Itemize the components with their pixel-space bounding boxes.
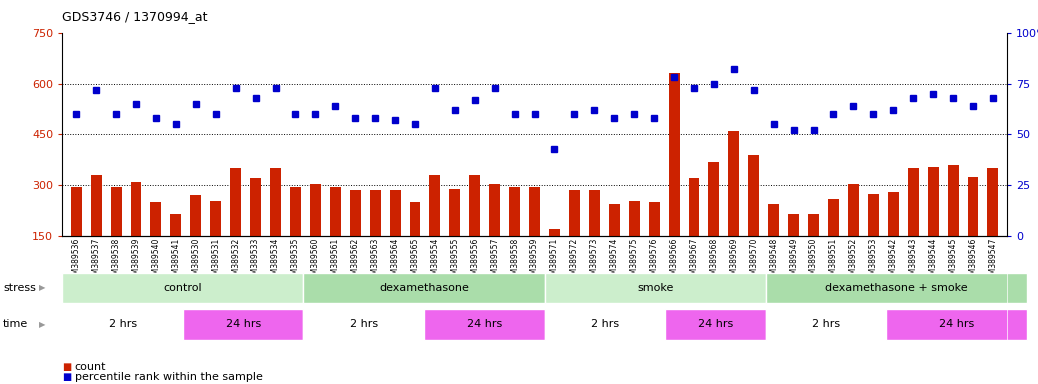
- Bar: [948, 165, 958, 236]
- Text: 24 hrs: 24 hrs: [225, 319, 261, 329]
- Bar: [211, 200, 221, 236]
- Bar: [529, 187, 540, 236]
- Bar: [270, 168, 281, 236]
- Bar: [886, 309, 1027, 340]
- Bar: [489, 184, 500, 236]
- Text: 2 hrs: 2 hrs: [812, 319, 840, 329]
- Text: ■: ■: [62, 362, 72, 372]
- Bar: [151, 202, 162, 236]
- Bar: [62, 309, 183, 340]
- Bar: [62, 273, 303, 303]
- Bar: [665, 309, 766, 340]
- Bar: [510, 187, 520, 236]
- Text: stress: stress: [3, 283, 36, 293]
- Bar: [729, 131, 739, 236]
- Bar: [545, 273, 766, 303]
- Text: percentile rank within the sample: percentile rank within the sample: [75, 372, 263, 382]
- Text: 24 hrs: 24 hrs: [698, 319, 733, 329]
- Bar: [350, 190, 360, 236]
- Text: control: control: [164, 283, 202, 293]
- Bar: [290, 187, 301, 236]
- Bar: [907, 168, 919, 236]
- Bar: [410, 202, 420, 236]
- Text: smoke: smoke: [637, 283, 674, 293]
- Bar: [668, 73, 680, 236]
- Bar: [848, 184, 858, 236]
- Text: time: time: [3, 319, 28, 329]
- Bar: [649, 202, 659, 236]
- Bar: [766, 309, 886, 340]
- Bar: [545, 309, 665, 340]
- Bar: [389, 190, 401, 236]
- Text: ■: ■: [62, 372, 72, 382]
- Bar: [250, 179, 262, 236]
- Bar: [449, 189, 460, 236]
- Bar: [303, 309, 425, 340]
- Bar: [131, 182, 141, 236]
- Bar: [868, 194, 879, 236]
- Bar: [549, 229, 559, 236]
- Bar: [589, 190, 600, 236]
- Text: 2 hrs: 2 hrs: [350, 319, 378, 329]
- Text: 24 hrs: 24 hrs: [467, 319, 502, 329]
- Bar: [430, 175, 440, 236]
- Bar: [748, 155, 759, 236]
- Bar: [303, 273, 545, 303]
- Bar: [230, 168, 241, 236]
- Bar: [629, 200, 639, 236]
- Bar: [709, 162, 719, 236]
- Bar: [90, 175, 102, 236]
- Text: dexamethasone: dexamethasone: [379, 283, 469, 293]
- Bar: [370, 190, 381, 236]
- Bar: [808, 214, 819, 236]
- Text: 24 hrs: 24 hrs: [939, 319, 975, 329]
- Bar: [310, 184, 321, 236]
- Bar: [688, 179, 700, 236]
- Bar: [469, 175, 481, 236]
- Bar: [569, 190, 580, 236]
- Text: ▶: ▶: [39, 320, 46, 329]
- Bar: [967, 177, 979, 236]
- Bar: [928, 167, 938, 236]
- Text: dexamethasone + smoke: dexamethasone + smoke: [825, 283, 967, 293]
- Bar: [111, 187, 121, 236]
- Text: ▶: ▶: [39, 283, 46, 293]
- Bar: [425, 309, 545, 340]
- Bar: [609, 204, 620, 236]
- Bar: [766, 273, 1027, 303]
- Bar: [190, 195, 201, 236]
- Bar: [330, 187, 340, 236]
- Text: 2 hrs: 2 hrs: [109, 319, 137, 329]
- Bar: [987, 168, 999, 236]
- Bar: [788, 214, 799, 236]
- Bar: [887, 192, 899, 236]
- Text: GDS3746 / 1370994_at: GDS3746 / 1370994_at: [62, 10, 208, 23]
- Bar: [71, 187, 82, 236]
- Text: count: count: [75, 362, 106, 372]
- Bar: [828, 199, 839, 236]
- Bar: [183, 309, 303, 340]
- Bar: [170, 214, 182, 236]
- Bar: [768, 204, 780, 236]
- Text: 2 hrs: 2 hrs: [591, 319, 619, 329]
